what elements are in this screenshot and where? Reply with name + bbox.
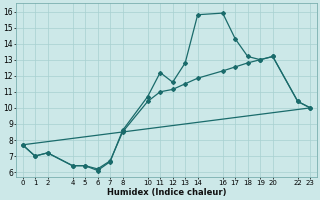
X-axis label: Humidex (Indice chaleur): Humidex (Indice chaleur)	[107, 188, 226, 197]
